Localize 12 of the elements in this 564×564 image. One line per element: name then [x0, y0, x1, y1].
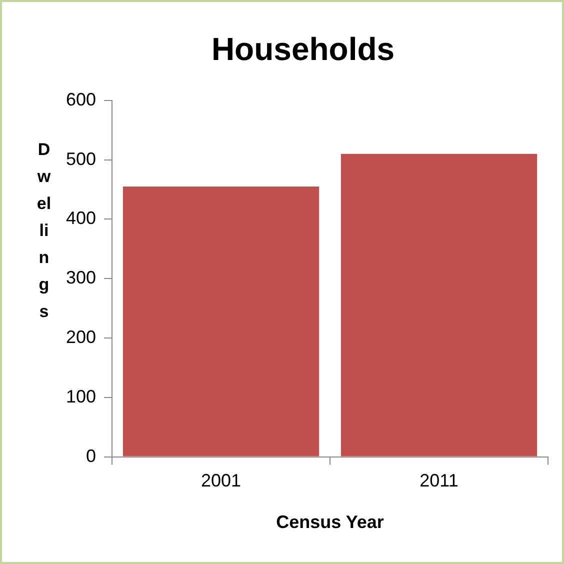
- chart-title: Households: [211, 31, 395, 68]
- y-tick-label: 0: [86, 446, 96, 466]
- x-tick-label: 2001: [201, 470, 242, 491]
- y-tick-label: 100: [66, 386, 96, 406]
- y-axis-title: Dwellings: [36, 139, 52, 323]
- y-tick-label: 400: [66, 208, 96, 228]
- y-tick-label: 300: [66, 268, 96, 288]
- y-tick-label: 200: [66, 326, 96, 347]
- y-tick-label: 600: [66, 89, 96, 110]
- x-axis-title: Census Year: [276, 512, 384, 532]
- x-tick-label: 2011: [420, 470, 458, 491]
- y-tick-label: 500: [66, 148, 96, 169]
